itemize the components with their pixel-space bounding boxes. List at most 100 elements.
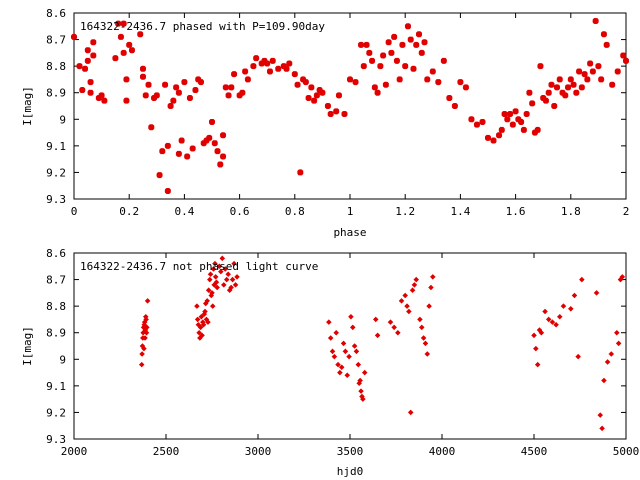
data-point: [231, 71, 238, 78]
data-point: [236, 92, 243, 99]
data-point: [143, 316, 149, 323]
data-point: [468, 116, 475, 123]
data-point: [542, 97, 549, 104]
data-point: [385, 39, 392, 46]
data-point: [211, 140, 218, 147]
y-tick-label: 9.3: [46, 433, 66, 446]
data-point: [138, 361, 145, 368]
y-tick: 8.9: [46, 327, 626, 340]
data-point: [391, 324, 397, 331]
data-point: [399, 41, 406, 48]
y-tick: 9.1: [46, 380, 626, 393]
x-tick-label: 2000: [61, 445, 88, 458]
data-point: [571, 292, 578, 299]
y-tick: 8.7: [46, 34, 626, 47]
x-ticks: 2000 2500 3000 3500 4000 4500 5000: [61, 253, 639, 458]
data-point: [404, 23, 411, 30]
data-point: [568, 306, 574, 312]
data-point: [219, 255, 226, 262]
data-point: [319, 89, 326, 96]
data-point: [294, 81, 301, 88]
data-point: [175, 150, 182, 157]
data-point: [562, 92, 569, 99]
data-point: [538, 329, 545, 336]
data-point: [358, 388, 364, 394]
data-point: [234, 274, 240, 280]
data-point: [380, 52, 387, 59]
data-point: [421, 39, 428, 46]
data-point: [402, 292, 408, 299]
data-point: [549, 319, 556, 325]
data-point: [197, 324, 204, 331]
data-point: [184, 153, 191, 160]
data-point: [199, 332, 205, 339]
data-point: [331, 353, 338, 360]
x-tick-label: 1.4: [450, 205, 470, 218]
data-point: [426, 303, 432, 309]
data-point: [551, 102, 558, 110]
data-point: [462, 84, 469, 91]
data-point: [587, 60, 594, 67]
data-point: [280, 63, 287, 70]
data-point: [409, 287, 416, 293]
data-point: [498, 126, 505, 133]
data-point: [604, 359, 611, 365]
data-point: [420, 335, 427, 341]
data-point: [313, 92, 320, 99]
data-point: [360, 396, 366, 402]
data-point: [601, 377, 607, 384]
data-point: [581, 71, 588, 78]
data-point: [578, 84, 585, 91]
x-tick: 0: [71, 13, 77, 218]
data-point: [156, 172, 163, 179]
data-point: [261, 57, 268, 64]
data-point: [534, 126, 541, 133]
data-point: [391, 33, 398, 40]
x-tick: 5000: [613, 253, 639, 458]
data-point: [139, 73, 147, 80]
data-point: [213, 279, 220, 285]
data-point: [374, 332, 381, 339]
data-point: [212, 260, 218, 267]
x-tick-label: 1.6: [506, 205, 526, 218]
data-point: [302, 79, 309, 86]
x-tick-label: 1: [347, 205, 354, 218]
y-tick-label: 9: [59, 353, 66, 366]
x-tick-label: 0.8: [285, 205, 305, 218]
data-point: [170, 97, 177, 104]
data-point: [225, 271, 231, 278]
data-point: [570, 81, 577, 88]
data-point: [335, 92, 342, 99]
data-point: [216, 263, 223, 270]
data-point: [553, 321, 559, 328]
data-point: [537, 63, 544, 70]
data-point: [609, 81, 616, 88]
data-point: [573, 89, 580, 96]
unphased-light-curve-chart: 2000 2500 3000 3500 4000 4500 5000 8.68.78.88.…: [21, 247, 639, 478]
x-tick: 1.6: [506, 13, 526, 218]
data-point: [429, 68, 436, 75]
data-point: [333, 108, 340, 115]
data-point: [128, 47, 135, 54]
data-point: [210, 266, 217, 272]
x-ticks: 0 0.2 0.4 0.6 0.8 1 1.2 1.4 1.6 1.8 2: [71, 13, 629, 218]
x-tick: 2500: [153, 253, 179, 458]
data-point: [253, 55, 260, 62]
data-point: [531, 332, 537, 339]
y-tick-label: 8.6: [46, 247, 66, 260]
data-point: [490, 137, 497, 144]
data-point: [181, 79, 188, 86]
data-point: [329, 348, 336, 355]
data-point: [348, 314, 354, 320]
data-point: [207, 276, 213, 283]
data-point: [239, 89, 246, 96]
data-point: [599, 425, 605, 432]
x-tick: 2: [623, 13, 629, 218]
y-tick-label: 9: [59, 113, 66, 126]
data-point: [194, 316, 201, 323]
data-point: [214, 148, 221, 155]
data-point: [361, 369, 368, 376]
x-tick-label: 1.2: [395, 205, 415, 218]
data-point: [526, 89, 533, 96]
data-point: [200, 140, 207, 147]
